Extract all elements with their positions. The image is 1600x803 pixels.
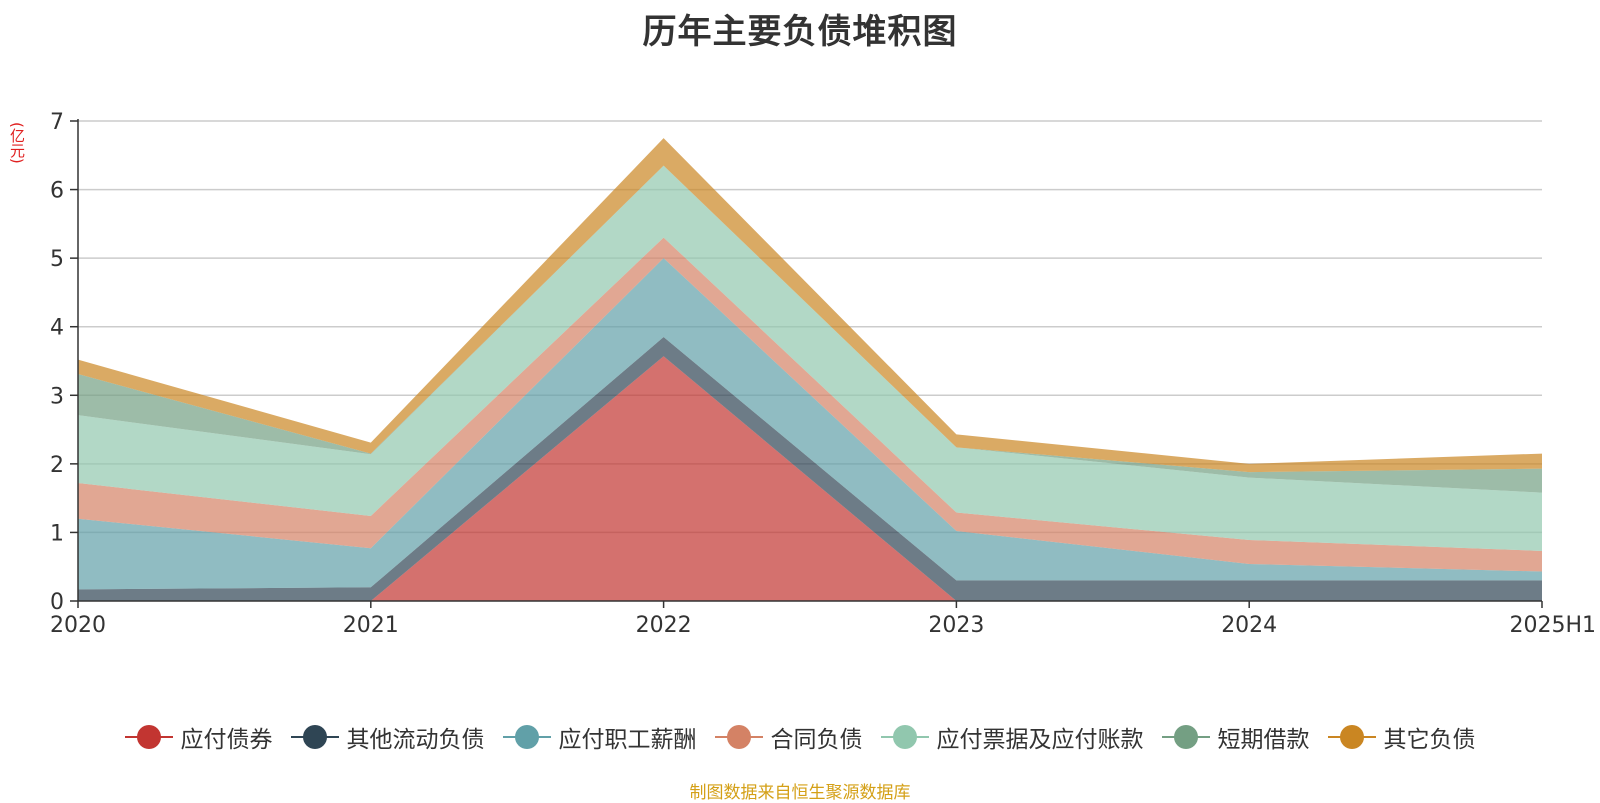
legend-item[interactable]: 短期借款	[1161, 720, 1310, 754]
legend-label: 其他流动负债	[346, 727, 485, 753]
x-tick-label: 2023	[928, 613, 984, 638]
x-tick-label: 2024	[1221, 613, 1277, 638]
y-tick-label: 5	[50, 247, 64, 272]
area-series-应付票据及应付账款	[78, 165, 1542, 551]
legend-marker-icon	[714, 724, 763, 750]
area-series-应付职工薪酬	[78, 258, 1542, 590]
y-tick-label: 1	[50, 521, 64, 546]
legend-label: 合同负债	[770, 727, 863, 753]
legend-marker-icon	[880, 724, 929, 750]
legend-marker-icon	[1327, 724, 1376, 750]
legend-item[interactable]: 合同负债	[714, 720, 863, 754]
legend-label: 应付职工薪酬	[558, 727, 697, 753]
y-tick-label: 6	[50, 179, 64, 204]
legend-label: 短期借款	[1217, 727, 1310, 753]
legend-label: 应付票据及应付账款	[936, 727, 1144, 753]
x-tick-label: 2025H1	[1509, 613, 1596, 638]
legend-item[interactable]: 其它负债	[1327, 720, 1476, 754]
tick-labels: 0 1 2 3 4 5 6 7 2020 2021 2022 2023 2024 2025H1	[50, 110, 1596, 638]
area-series	[78, 138, 1542, 601]
x-tick-label: 2021	[343, 613, 399, 638]
area-series-其它负债	[78, 138, 1542, 473]
y-tick-label: 0	[50, 590, 64, 615]
legend-marker-icon	[290, 724, 339, 750]
legend-marker-icon	[1161, 724, 1210, 750]
legend: 应付债券 其他流动负债 应付职工薪酬 合同负债 应付票据及应付账款 短期借款 其它负债	[0, 720, 1600, 754]
area-series-其他流动负债	[78, 337, 1542, 601]
legend-item[interactable]: 应付债券	[124, 720, 273, 754]
y-tick-label: 2	[50, 453, 64, 478]
y-tick-label: 7	[50, 110, 64, 135]
legend-marker-icon	[502, 724, 551, 750]
y-tick-label: 4	[50, 316, 64, 341]
y-tick-label: 3	[50, 384, 64, 409]
x-tick-label: 2022	[636, 613, 692, 638]
y-axis-unit-label: (亿元)	[8, 122, 26, 164]
stacked-area-chart: 0 1 2 3 4 5 6 7 2020 2021 2022 2023 2024 2025H1	[50, 110, 1596, 638]
legend-label: 其它负债	[1383, 727, 1476, 753]
legend-item[interactable]: 应付职工薪酬	[502, 720, 697, 754]
legend-item[interactable]: 其他流动负债	[290, 720, 485, 754]
x-tick-label: 2020	[50, 613, 106, 638]
source-note: 制图数据来自恒生聚源数据库	[689, 783, 911, 803]
legend-item[interactable]: 应付票据及应付账款	[880, 720, 1144, 754]
legend-label: 应付债券	[180, 727, 273, 753]
axes	[70, 119, 1543, 608]
chart-title: 历年主要负债堆积图	[642, 12, 958, 52]
legend-marker-icon	[124, 724, 173, 750]
